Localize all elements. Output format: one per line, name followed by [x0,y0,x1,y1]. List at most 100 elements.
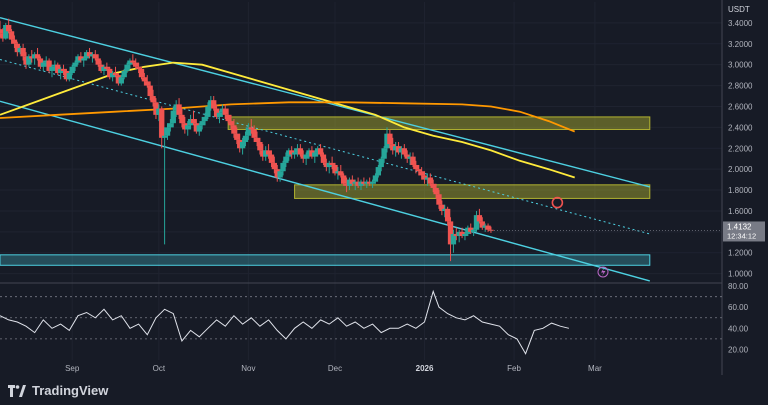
candle[interactable] [144,75,150,88]
candle[interactable] [231,119,237,138]
candle[interactable] [274,164,280,182]
candle[interactable] [338,164,344,178]
candle[interactable] [364,179,370,188]
candle[interactable] [57,66,64,80]
candle[interactable] [323,158,330,172]
candle[interactable] [205,102,211,120]
resistance-zone[interactable] [227,116,651,130]
candle[interactable] [320,152,327,165]
candle[interactable] [101,64,107,76]
candle[interactable] [476,208,483,224]
candle[interactable] [329,156,335,170]
candle[interactable] [216,110,223,124]
candle[interactable] [306,148,312,159]
candle[interactable] [447,217,454,262]
candle[interactable] [3,22,9,40]
candle[interactable] [60,64,67,76]
candle[interactable] [26,54,32,67]
candle[interactable] [193,119,200,134]
candle[interactable] [72,60,78,71]
candle[interactable] [387,129,393,149]
candle[interactable] [384,127,390,153]
candle[interactable] [361,177,367,186]
candle[interactable] [303,152,309,165]
candle[interactable] [104,62,110,71]
candle[interactable] [349,175,356,186]
candle[interactable] [95,54,101,67]
candle[interactable] [459,227,465,239]
current-price-badge[interactable] [723,221,765,242]
candle[interactable] [115,73,122,86]
candle[interactable] [52,60,58,71]
candle[interactable] [222,104,228,120]
candle[interactable] [46,58,52,74]
candle[interactable] [20,43,26,61]
candle[interactable] [372,173,379,184]
candle[interactable] [468,223,474,234]
tradingview-logo[interactable]: TradingView [8,383,108,398]
candle[interactable] [153,98,159,120]
candle[interactable] [369,179,376,188]
candle[interactable] [442,204,448,218]
candle[interactable] [427,173,433,186]
candle[interactable] [127,58,133,69]
candle[interactable] [164,123,171,140]
candle[interactable] [199,116,205,130]
candle[interactable] [34,47,41,61]
candle[interactable] [436,190,442,209]
candle[interactable] [173,100,179,117]
candle[interactable] [355,177,361,188]
candle[interactable] [277,169,283,182]
candle[interactable] [401,144,407,157]
candle[interactable] [254,131,260,147]
candle[interactable] [248,119,254,134]
candle[interactable] [416,164,422,176]
candle[interactable] [453,227,459,241]
candle[interactable] [413,160,419,174]
candle[interactable] [81,56,87,67]
candle[interactable] [69,64,75,76]
candle[interactable] [150,89,156,107]
candle[interactable] [17,45,23,55]
candle[interactable] [141,73,148,86]
candle[interactable] [130,54,136,65]
candle[interactable] [159,106,165,149]
candle[interactable] [462,231,468,241]
candle[interactable] [8,29,15,44]
candle[interactable] [444,206,451,226]
candle[interactable] [63,68,70,82]
candle[interactable] [482,223,488,232]
candle[interactable] [341,173,347,186]
candle[interactable] [182,116,188,134]
candle[interactable] [343,177,350,193]
candle[interactable] [315,146,321,157]
candle[interactable] [29,50,35,63]
candle[interactable] [135,62,142,74]
candle[interactable] [309,146,315,159]
candle[interactable] [37,56,44,69]
candle[interactable] [78,52,84,63]
candle[interactable] [375,164,381,178]
candle[interactable] [55,62,61,76]
candle[interactable] [109,70,116,82]
candle[interactable] [176,98,182,120]
candle[interactable] [187,114,194,130]
candle[interactable] [268,150,275,168]
candle[interactable] [121,68,127,80]
candle[interactable] [211,96,217,111]
candle[interactable] [14,41,20,57]
candle[interactable] [49,64,55,78]
candle[interactable] [208,96,214,111]
candle[interactable] [219,104,226,117]
candle[interactable] [312,150,318,163]
candle[interactable] [418,167,425,180]
candle[interactable] [283,152,289,168]
candle[interactable] [439,200,445,216]
candle[interactable] [167,119,174,132]
candle[interactable] [251,125,257,142]
highlight-marker[interactable] [551,196,564,209]
candle[interactable] [202,112,208,126]
candle[interactable] [66,70,72,82]
candle[interactable] [92,50,98,61]
